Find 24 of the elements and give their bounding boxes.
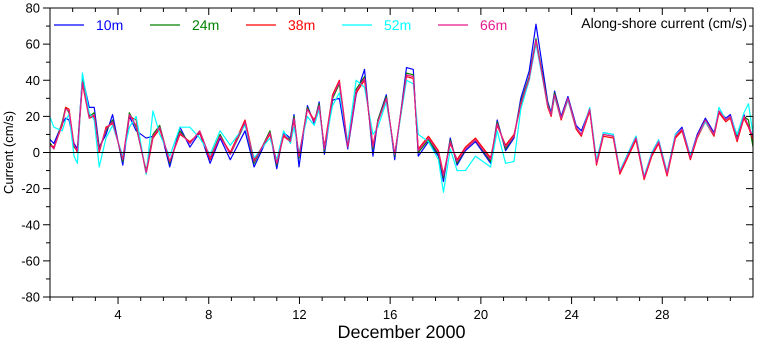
x-tick-label: 4 [114,307,122,322]
legend-label: 10m [96,17,124,33]
x-tick-label: 8 [205,307,212,322]
annotation: Along-shore current (cm/s) [581,15,747,31]
y-tick-label: -20 [21,181,40,196]
y-tick-label: 40 [26,72,40,88]
y-tick-label: -60 [21,253,40,268]
y-tick-label: 0 [32,145,40,160]
legend-label: 52m [384,17,412,33]
x-axis-title: December 2000 [337,322,466,342]
legend-label: 24m [192,17,220,33]
y-tick-label: 20 [26,108,40,124]
y-tick-label: 80 [26,0,40,16]
x-tick-label: 28 [655,307,670,322]
x-tick-label: 16 [382,307,398,322]
x-tick-label: 24 [564,307,579,322]
legend-label: 66m [480,17,508,33]
x-tick-label: 12 [292,307,307,322]
y-tick-label: 60 [26,36,40,52]
y-tick-label: -80 [21,290,40,304]
y-tick-label: -40 [21,217,40,232]
legend-label: 38m [288,17,316,33]
x-tick-label: 20 [474,307,488,322]
y-axis-title: Current (cm/s) [1,110,16,194]
